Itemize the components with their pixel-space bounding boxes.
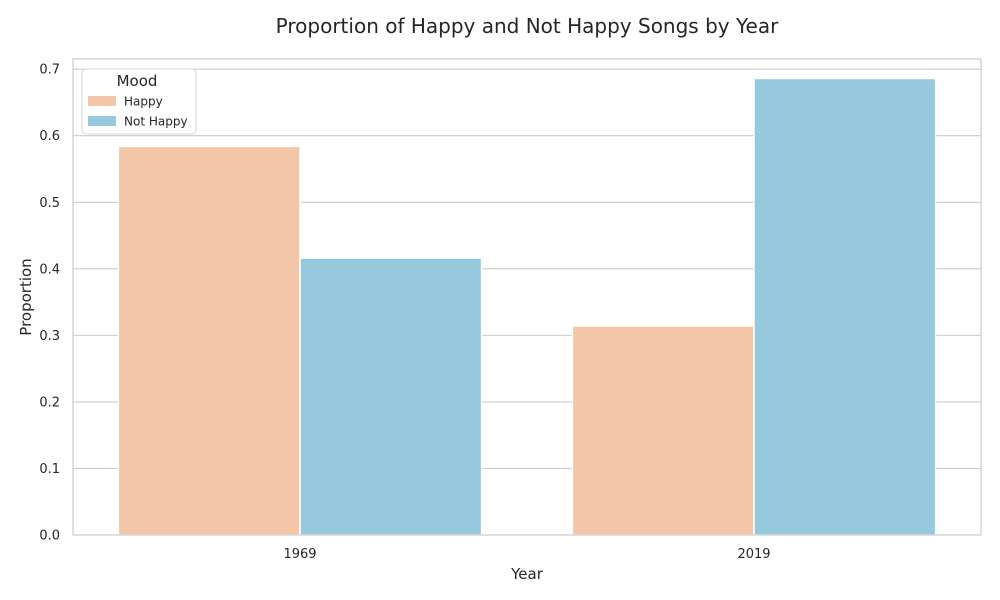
y-tick-label: 0.5 <box>39 196 60 211</box>
plot-frame <box>72 58 982 536</box>
x-axis-label: Year <box>510 565 544 583</box>
y-tick-label: 0.3 <box>39 329 60 344</box>
x-tick-label: 1969 <box>283 547 316 562</box>
legend-label: Happy <box>124 95 163 109</box>
legend-swatch-happy <box>88 96 116 106</box>
legend-title: Mood <box>117 72 158 90</box>
y-tick-label: 0.6 <box>39 129 60 144</box>
bars <box>117 77 937 536</box>
x-tick-labels: 1969 2019 <box>283 547 770 562</box>
legend-swatch-not-happy <box>88 116 116 126</box>
legend-label: Not Happy <box>124 115 188 129</box>
bar-happy-2019 <box>571 325 755 536</box>
y-tick-label: 0.7 <box>39 63 60 78</box>
legend-items: Happy Not Happy <box>88 95 188 129</box>
y-tick-label: 0.0 <box>39 529 60 544</box>
y-axis-label: Proportion <box>17 258 35 335</box>
bar-happy-1969 <box>117 145 301 536</box>
bar-not-happy-1969 <box>299 257 483 536</box>
bar-not-happy-2019 <box>753 77 937 536</box>
chart-title: Proportion of Happy and Not Happy Songs … <box>276 14 779 38</box>
legend: Mood Happy Not Happy <box>81 68 197 135</box>
y-tick-label: 0.1 <box>39 462 60 477</box>
y-tick-label: 0.4 <box>39 262 60 277</box>
y-tick-label: 0.2 <box>39 395 60 410</box>
x-tick-label: 2019 <box>737 547 770 562</box>
y-tick-labels: 0.0 0.1 0.2 0.3 0.4 0.5 0.6 0.7 <box>39 63 60 544</box>
